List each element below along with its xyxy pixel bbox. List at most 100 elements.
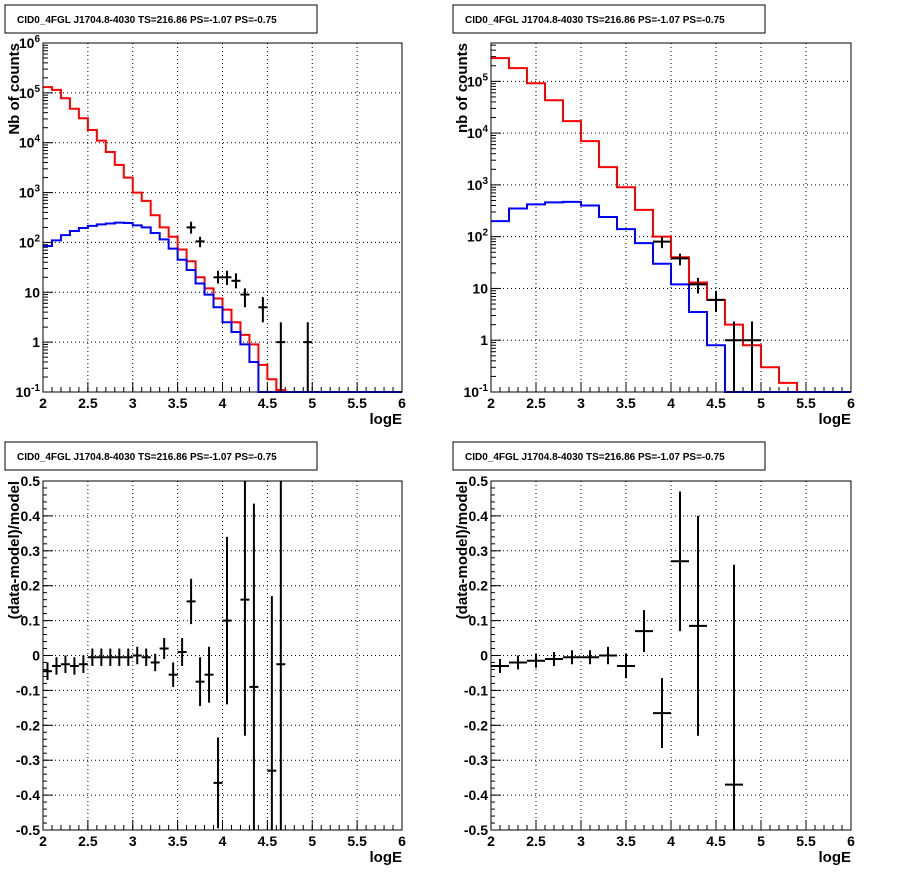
- x-tick-label: 5: [308, 395, 316, 411]
- y-axis-label: nb of counts: [454, 43, 471, 133]
- residual-point: [240, 481, 250, 736]
- x-axis-label: logE: [819, 849, 852, 866]
- residual-point: [563, 650, 581, 665]
- x-tick-label: 2.5: [526, 395, 546, 411]
- y-tick-label: 0.1: [21, 613, 41, 629]
- residual-point: [689, 515, 707, 736]
- x-tick-label: 5: [757, 395, 765, 411]
- y-tick-label: -0.4: [464, 787, 488, 803]
- y-tick-label: -0.2: [464, 717, 488, 733]
- residual-point: [617, 653, 635, 679]
- x-tick-label: 5.5: [347, 395, 367, 411]
- chart-title-box: [4, 4, 318, 34]
- data-point: [258, 297, 268, 323]
- x-tick-label: 4: [667, 833, 675, 849]
- y-tick-label: 10: [472, 280, 488, 296]
- x-tick-label: 2: [39, 395, 47, 411]
- y-tick-label: 103: [467, 176, 489, 193]
- residual-point: [150, 653, 160, 672]
- x-tick-label: 2: [487, 833, 495, 849]
- y-tick-label: 1: [32, 334, 40, 350]
- data-point: [213, 270, 223, 284]
- x-tick-label: 2: [487, 395, 495, 411]
- x-tick-label: 3: [129, 833, 137, 849]
- residuals-panel-left: CID0_4FGL J1704.8-4030 TS=216.86 PS=-1.0…: [4, 441, 406, 866]
- residual-point: [671, 491, 689, 632]
- residual-point: [114, 648, 124, 666]
- y-tick-label: 104: [19, 134, 41, 151]
- data-point: [231, 273, 241, 289]
- y-tick-label: 10: [24, 284, 40, 300]
- y-tick-label: -0.1: [464, 682, 488, 698]
- data-point: [707, 290, 725, 313]
- y-tick-label: 0.5: [469, 473, 489, 489]
- residual-point: [177, 638, 187, 666]
- x-tick-label: 2.5: [78, 395, 98, 411]
- data-point: [186, 221, 196, 234]
- x-tick-label: 4.5: [258, 395, 278, 411]
- counts-panel-left: CID0_4FGL J1704.8-4030 TS=216.86 PS=-1.0…: [4, 4, 406, 428]
- x-tick-label: 4: [219, 395, 227, 411]
- data-point: [222, 270, 232, 286]
- residual-point: [653, 678, 671, 748]
- y-tick-label: 105: [19, 84, 41, 101]
- residual-point: [267, 596, 277, 830]
- x-tick-label: 4.5: [706, 395, 726, 411]
- x-tick-label: 3: [577, 833, 585, 849]
- residual-point: [213, 737, 223, 829]
- data-point: [276, 322, 286, 392]
- y-tick-label: -0.3: [464, 752, 488, 768]
- chart-title-box: [4, 441, 318, 471]
- y-tick-label: 0.5: [21, 473, 41, 489]
- plot-frame: [490, 42, 852, 393]
- residual-point: [527, 653, 545, 668]
- x-tick-label: 3.5: [616, 833, 636, 849]
- y-tick-label: 0.3: [469, 543, 489, 559]
- plot-frame: [42, 42, 403, 393]
- y-tick-label: -0.5: [464, 822, 488, 838]
- y-tick-label: 103: [19, 184, 41, 201]
- y-tick-label: 1: [480, 332, 488, 348]
- residual-point: [87, 648, 97, 666]
- residual-point: [132, 646, 142, 665]
- x-tick-label: 2.5: [78, 833, 98, 849]
- residual-point: [249, 503, 259, 830]
- y-tick-label: 0.4: [21, 508, 41, 524]
- y-tick-label: 0: [480, 648, 488, 664]
- y-tick-label: 102: [467, 228, 489, 245]
- residual-point: [204, 646, 214, 703]
- chart-title: CID0_4FGL J1704.8-4030 TS=216.86 PS=-1.0…: [465, 452, 725, 463]
- chart-title: CID0_4FGL J1704.8-4030 TS=216.86 PS=-1.0…: [465, 15, 725, 26]
- x-tick-label: 3: [577, 395, 585, 411]
- x-axis-label: logE: [819, 411, 852, 428]
- y-tick-label: -0.3: [16, 752, 40, 768]
- y-tick-label: 102: [19, 233, 41, 250]
- residual-point: [168, 662, 178, 687]
- chart-title-box: [452, 441, 766, 471]
- residual-point: [141, 648, 151, 666]
- y-axis-label: (data-model)/model: [6, 481, 23, 619]
- residual-point: [222, 536, 232, 705]
- y-axis-label: Nb of counts: [6, 43, 23, 135]
- x-axis-label: logE: [370, 411, 403, 428]
- x-tick-label: 6: [847, 833, 855, 849]
- histogram-series: [43, 221, 402, 393]
- plot-frame: [490, 480, 852, 831]
- y-tick-label: -0.2: [16, 717, 40, 733]
- data-point: [743, 321, 761, 392]
- residual-point: [51, 657, 61, 675]
- x-tick-label: 5: [757, 833, 765, 849]
- x-tick-label: 6: [398, 833, 406, 849]
- chart-title: CID0_4FGL J1704.8-4030 TS=216.86 PS=-1.0…: [17, 15, 277, 26]
- residual-point: [60, 655, 70, 673]
- residual-point: [545, 652, 563, 666]
- residual-point: [581, 650, 599, 665]
- x-tick-label: 4: [219, 833, 227, 849]
- y-tick-label: 0: [32, 648, 40, 664]
- data-point: [240, 288, 250, 308]
- x-tick-label: 4.5: [258, 833, 278, 849]
- data-point: [195, 236, 205, 248]
- y-tick-label: 104: [467, 124, 489, 141]
- residual-point: [276, 481, 286, 830]
